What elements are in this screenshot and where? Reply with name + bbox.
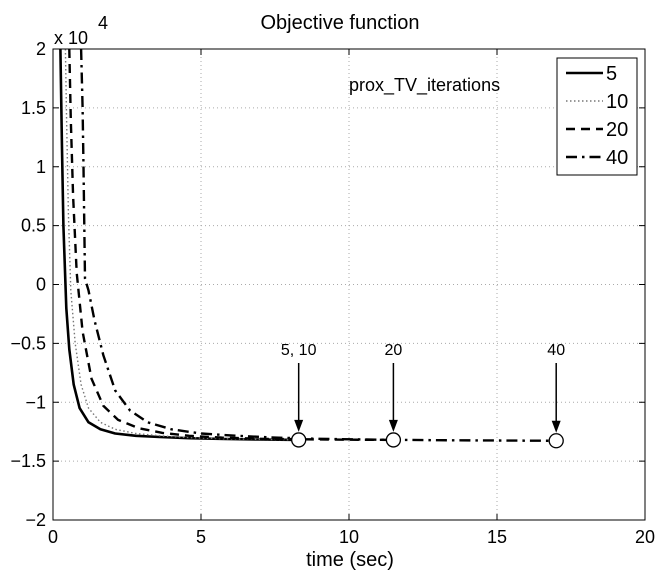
y-tick-label: 0 bbox=[36, 275, 46, 295]
series-line-20 bbox=[68, 48, 394, 442]
y-tick-label: 2 bbox=[36, 39, 46, 59]
axis-ticks: 0 5 10 15 20 −2 −1.5 −1 −0.5 0 0.5 1 1.5 2 bbox=[10, 39, 655, 547]
legend-box bbox=[556, 57, 638, 176]
x-tick-label: 10 bbox=[339, 527, 359, 547]
y-tick-label: −2 bbox=[25, 510, 46, 530]
series-line-40 bbox=[79, 48, 557, 442]
annotation-label: 40 bbox=[547, 342, 565, 359]
series-lines bbox=[59, 48, 557, 442]
y-tick-label: −1.5 bbox=[10, 451, 46, 471]
annotation-arrow-head bbox=[551, 420, 561, 433]
legend-title: prox_TV_iterations bbox=[349, 75, 500, 96]
legend-label-40: 40 bbox=[606, 147, 628, 169]
chart-title: Objective function bbox=[261, 12, 420, 34]
y-tick-label: −0.5 bbox=[10, 333, 46, 353]
annotation-arrow-head bbox=[294, 419, 304, 432]
grid-lines bbox=[53, 49, 645, 520]
annotation-label: 20 bbox=[385, 342, 403, 359]
y-tick-label: −1 bbox=[25, 392, 46, 412]
legend-label-20: 20 bbox=[606, 119, 628, 141]
convergence-marker bbox=[385, 432, 402, 448]
annotations: 5, 10 20 40 bbox=[281, 342, 565, 449]
x-tick-label: 5 bbox=[196, 527, 206, 547]
x-axis-label: time (sec) bbox=[306, 549, 394, 571]
y-tick-label: 0.5 bbox=[21, 216, 46, 236]
y-tick-label: 1 bbox=[36, 157, 46, 177]
legend: 5 10 20 40 bbox=[556, 57, 638, 176]
convergence-marker bbox=[548, 433, 564, 449]
y-scale-label: x 10 bbox=[54, 28, 88, 48]
annotation-arrow-head bbox=[388, 419, 398, 432]
legend-label-10: 10 bbox=[606, 91, 628, 113]
x-tick-label: 15 bbox=[487, 527, 507, 547]
x-tick-label: 20 bbox=[635, 527, 655, 547]
y-tick-label: 1.5 bbox=[21, 98, 46, 118]
convergence-marker bbox=[291, 432, 307, 448]
annotation-label: 5, 10 bbox=[281, 342, 317, 359]
x-tick-label: 0 bbox=[48, 527, 58, 547]
legend-label-5: 5 bbox=[606, 63, 617, 85]
y-scale-exponent: 4 bbox=[98, 13, 108, 33]
